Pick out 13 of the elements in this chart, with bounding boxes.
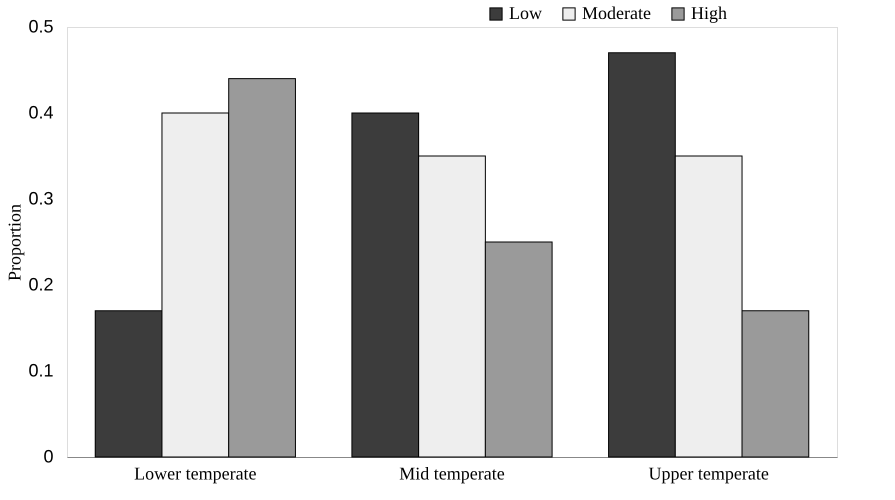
legend-label: Moderate	[582, 3, 651, 23]
y-tick-label: 0.3	[28, 188, 54, 208]
legend-label: High	[691, 3, 727, 23]
x-tick-label: Lower temperate	[134, 464, 257, 484]
legend-label: Low	[509, 3, 542, 23]
y-tick-label: 0.4	[28, 102, 54, 122]
x-tick-label: Mid temperate	[399, 464, 505, 484]
y-tick-label: 0.1	[28, 360, 54, 380]
y-tick-label: 0.5	[28, 16, 54, 36]
y-tick-label: 0	[43, 446, 54, 466]
y-tick-label: 0.2	[28, 274, 54, 294]
x-tick-label: Upper temperate	[648, 464, 769, 484]
y-axis-title: Proportion	[4, 204, 24, 282]
